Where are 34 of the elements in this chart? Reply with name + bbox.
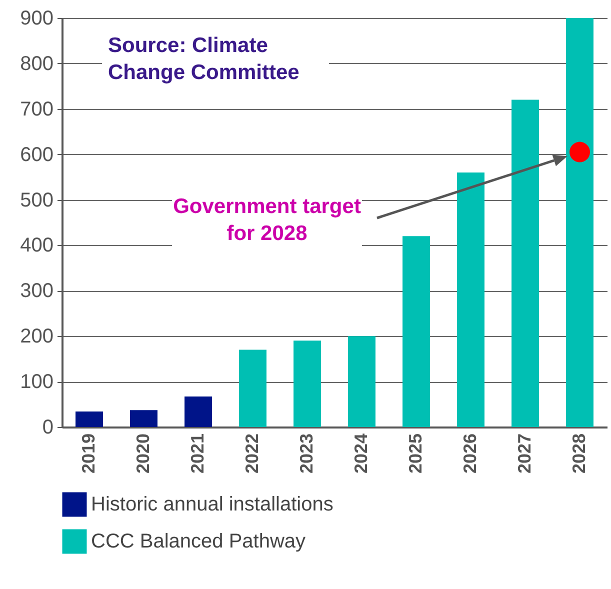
x-tick-label: 2024 bbox=[350, 434, 371, 474]
x-tick-label: 2022 bbox=[242, 434, 262, 474]
bar bbox=[457, 172, 484, 427]
x-tick-label: 2023 bbox=[296, 434, 316, 474]
annotation: Source: Climate Change Committee bbox=[102, 32, 329, 87]
y-tick-label: 100 bbox=[20, 371, 54, 394]
bar bbox=[348, 336, 376, 427]
y-tick-label: 700 bbox=[20, 98, 54, 120]
y-tick-label: 0 bbox=[42, 416, 54, 438]
y-tick-label: 300 bbox=[20, 280, 54, 302]
legend-label: Historic annual installations bbox=[91, 494, 334, 516]
bar bbox=[76, 412, 103, 427]
bar bbox=[294, 340, 321, 427]
x-tick-label: 2021 bbox=[187, 434, 208, 474]
bar bbox=[402, 236, 430, 427]
bar bbox=[130, 410, 158, 427]
bar bbox=[239, 350, 266, 427]
bar bbox=[512, 100, 539, 427]
bar bbox=[566, 18, 594, 427]
x-tick-label: 2026 bbox=[460, 434, 480, 474]
legend-label: CCC Balanced Pathway bbox=[91, 530, 306, 552]
y-tick-label: 400 bbox=[20, 234, 54, 257]
annotation: Government target for 2028 bbox=[172, 193, 362, 248]
x-tick-label: 2025 bbox=[405, 434, 426, 474]
bar bbox=[184, 396, 212, 427]
y-tick-label: 900 bbox=[20, 8, 54, 30]
x-tick-label: 2019 bbox=[78, 434, 98, 474]
y-tick-label: 600 bbox=[20, 144, 54, 166]
x-tick-label: 2020 bbox=[132, 434, 153, 474]
x-tick-label: 2028 bbox=[568, 434, 589, 474]
y-tick-label: 500 bbox=[20, 189, 54, 212]
x-tick-label: 2027 bbox=[514, 434, 534, 474]
y-tick-label: 800 bbox=[20, 52, 54, 75]
y-tick-label: 200 bbox=[20, 326, 54, 348]
